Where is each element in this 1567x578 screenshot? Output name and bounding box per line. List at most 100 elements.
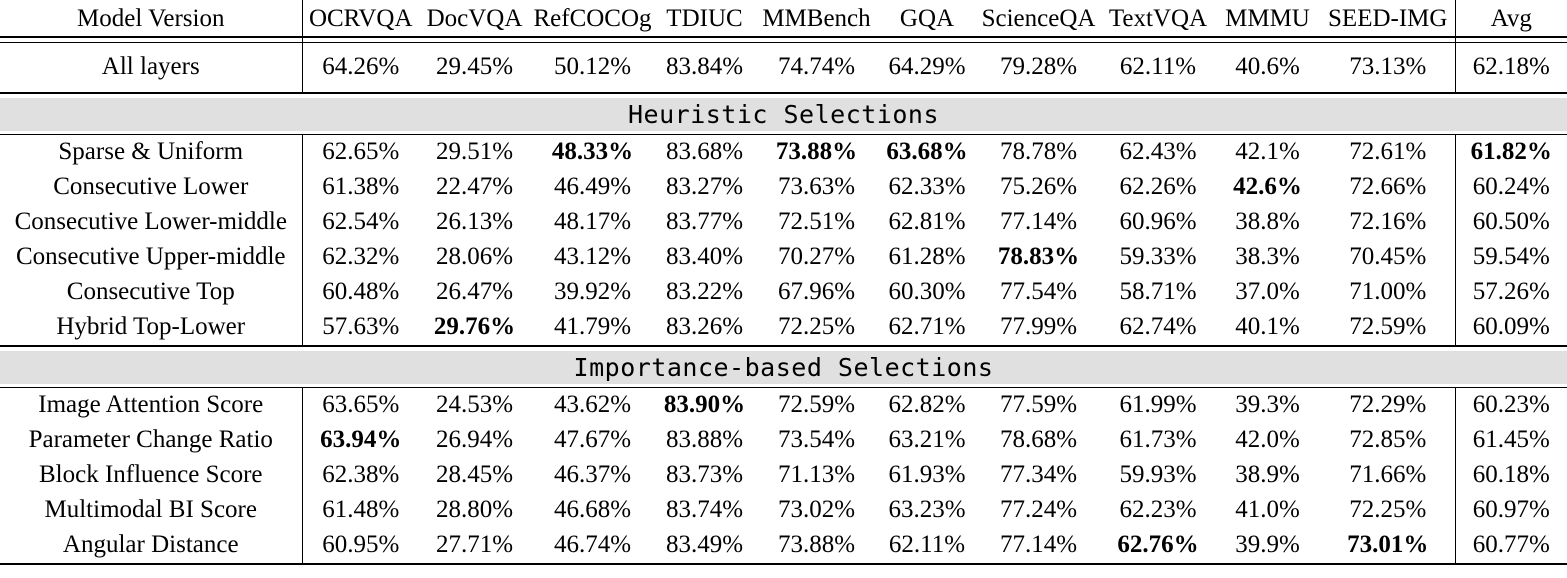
metric-cell: 29.76% (419, 310, 530, 347)
metric-cell: 79.28% (975, 42, 1102, 94)
section-title: Heuristic Selections (627, 100, 940, 129)
metric-cell: 72.59% (777, 391, 856, 418)
metric-cell: 59.93% (1119, 461, 1197, 488)
avg-metric-cell: 60.77% (1454, 528, 1567, 565)
metric-cell: 83.77% (665, 208, 744, 235)
metric-cell: 46.74% (530, 528, 655, 565)
section-banner: Importance-based Selections (0, 351, 1567, 384)
metric-cell: 60.30% (888, 278, 966, 305)
table-row: Consecutive Lower 61.38% 22.47% 46.49% 83.27… (0, 170, 1567, 205)
metric-cell: 71.00% (1349, 278, 1427, 305)
avg-metric-cell: 57.26% (1454, 275, 1567, 310)
table-row: Consecutive Upper-middle 62.32% 28.06% 43.1… (0, 240, 1567, 275)
metric-cell: 74.74% (754, 42, 879, 94)
column-header: TDIUC (655, 0, 754, 38)
metric-cell: 28.80% (435, 496, 514, 523)
metric-cell: 72.51% (777, 208, 856, 235)
metric-cell: 62.32% (322, 243, 400, 270)
metric-cell: 38.8% (1235, 208, 1300, 235)
metric-cell: 24.53% (435, 391, 514, 418)
metric-cell: 83.49% (655, 528, 754, 565)
metric-cell: 62.76% (1102, 528, 1214, 565)
row-label: Consecutive Lower (0, 170, 303, 205)
metric-cell: 83.40% (665, 243, 744, 270)
metric-cell: 48.33% (551, 138, 634, 165)
section-banner-cell: Importance-based Selections (0, 346, 1567, 388)
row-label: Block Influence Score (0, 458, 303, 493)
row-label: Hybrid Top-Lower (0, 310, 303, 347)
metric-cell: 61.48% (322, 496, 400, 523)
metric-cell: 61.93% (888, 461, 966, 488)
metric-cell: 64.29% (879, 42, 975, 94)
column-header: MMBench (754, 0, 879, 38)
results-table-body: Model Version OCRVQA DocVQA RefCOCOg TDIUC MM… (0, 0, 1567, 565)
section-banner-row: Importance-based Selections (0, 346, 1567, 388)
metric-cell: 71.66% (1349, 461, 1427, 488)
metric-cell: 62.26% (1119, 173, 1197, 200)
rule-spacer (302, 37, 1455, 43)
row-label: Parameter Change Ratio (0, 423, 303, 458)
metric-cell: 42.0% (1235, 426, 1300, 453)
metric-cell: 50.12% (530, 42, 655, 94)
row-label: Image Attention Score (0, 387, 303, 423)
avg-metric-cell: 60.23% (1454, 387, 1567, 423)
metric-cell: 73.88% (754, 528, 879, 565)
column-header-model-version: Model Version (0, 0, 303, 38)
metric-cell: 41.79% (530, 310, 655, 347)
metric-cell: 67.96% (777, 278, 856, 305)
metric-cell: 60.95% (302, 528, 419, 565)
metric-cell: 63.65% (322, 391, 400, 418)
avg-metric-cell: 60.50% (1454, 205, 1567, 240)
metric-cell: 58.71% (1119, 278, 1197, 305)
row-label: Consecutive Lower-middle (0, 205, 303, 240)
metric-cell: 83.90% (663, 391, 746, 418)
metric-cell: 62.81% (888, 208, 966, 235)
rule-spacer (1454, 37, 1567, 43)
table-row: Angular Distance 60.95% 27.71% 46.74% 83.49%… (0, 528, 1567, 565)
table-header-row: Model Version OCRVQA DocVQA RefCOCOg TDIUC MM… (0, 0, 1567, 38)
metric-cell: 46.49% (553, 173, 632, 200)
metric-cell: 72.61% (1349, 138, 1427, 165)
metric-cell: 62.71% (879, 310, 975, 347)
metric-cell: 77.59% (999, 391, 1078, 418)
metric-cell: 62.23% (1119, 496, 1197, 523)
metric-cell: 83.84% (655, 42, 754, 94)
avg-metric-cell: 60.18% (1454, 458, 1567, 493)
row-label: Consecutive Top (0, 275, 303, 310)
metric-cell: 61.38% (322, 173, 400, 200)
metric-cell: 77.14% (999, 208, 1078, 235)
table-row: Consecutive Top 60.48% 26.47% 39.92% 83.22% 6… (0, 275, 1567, 310)
metric-cell: 40.1% (1214, 310, 1321, 347)
metric-cell: 26.13% (435, 208, 514, 235)
results-table: Model Version OCRVQA DocVQA RefCOCOg TDIUC MM… (0, 0, 1567, 565)
table-row: Parameter Change Ratio 63.94% 26.94% 47.67%… (0, 423, 1567, 458)
metric-cell: 62.54% (322, 208, 400, 235)
column-header: ScienceQA (975, 0, 1102, 38)
metric-cell: 43.12% (553, 243, 632, 270)
rule-spacer (0, 37, 303, 43)
metric-cell: 73.01% (1321, 528, 1455, 565)
metric-cell: 83.74% (665, 496, 744, 523)
metric-cell: 26.47% (435, 278, 514, 305)
metric-cell: 39.9% (1214, 528, 1321, 565)
row-label: All layers (0, 42, 303, 94)
metric-cell: 77.54% (999, 278, 1078, 305)
metric-cell: 62.38% (322, 461, 400, 488)
metric-cell: 77.14% (975, 528, 1102, 565)
metric-cell: 83.27% (665, 173, 744, 200)
metric-cell: 28.06% (435, 243, 514, 270)
metric-cell: 72.66% (1349, 173, 1427, 200)
section-title: Importance-based Selections (573, 353, 994, 382)
metric-cell: 77.99% (975, 310, 1102, 347)
metric-cell: 64.26% (302, 42, 419, 94)
metric-cell: 48.17% (553, 208, 632, 235)
metric-cell: 62.11% (879, 528, 975, 565)
row-label: Consecutive Upper-middle (0, 240, 303, 275)
metric-cell: 70.27% (777, 243, 856, 270)
metric-cell: 73.63% (777, 173, 856, 200)
metric-cell: 83.22% (665, 278, 744, 305)
metric-cell: 26.94% (435, 426, 514, 453)
row-label: Sparse & Uniform (0, 134, 303, 170)
metric-cell: 60.96% (1119, 208, 1197, 235)
avg-metric-cell: 62.18% (1454, 42, 1567, 94)
